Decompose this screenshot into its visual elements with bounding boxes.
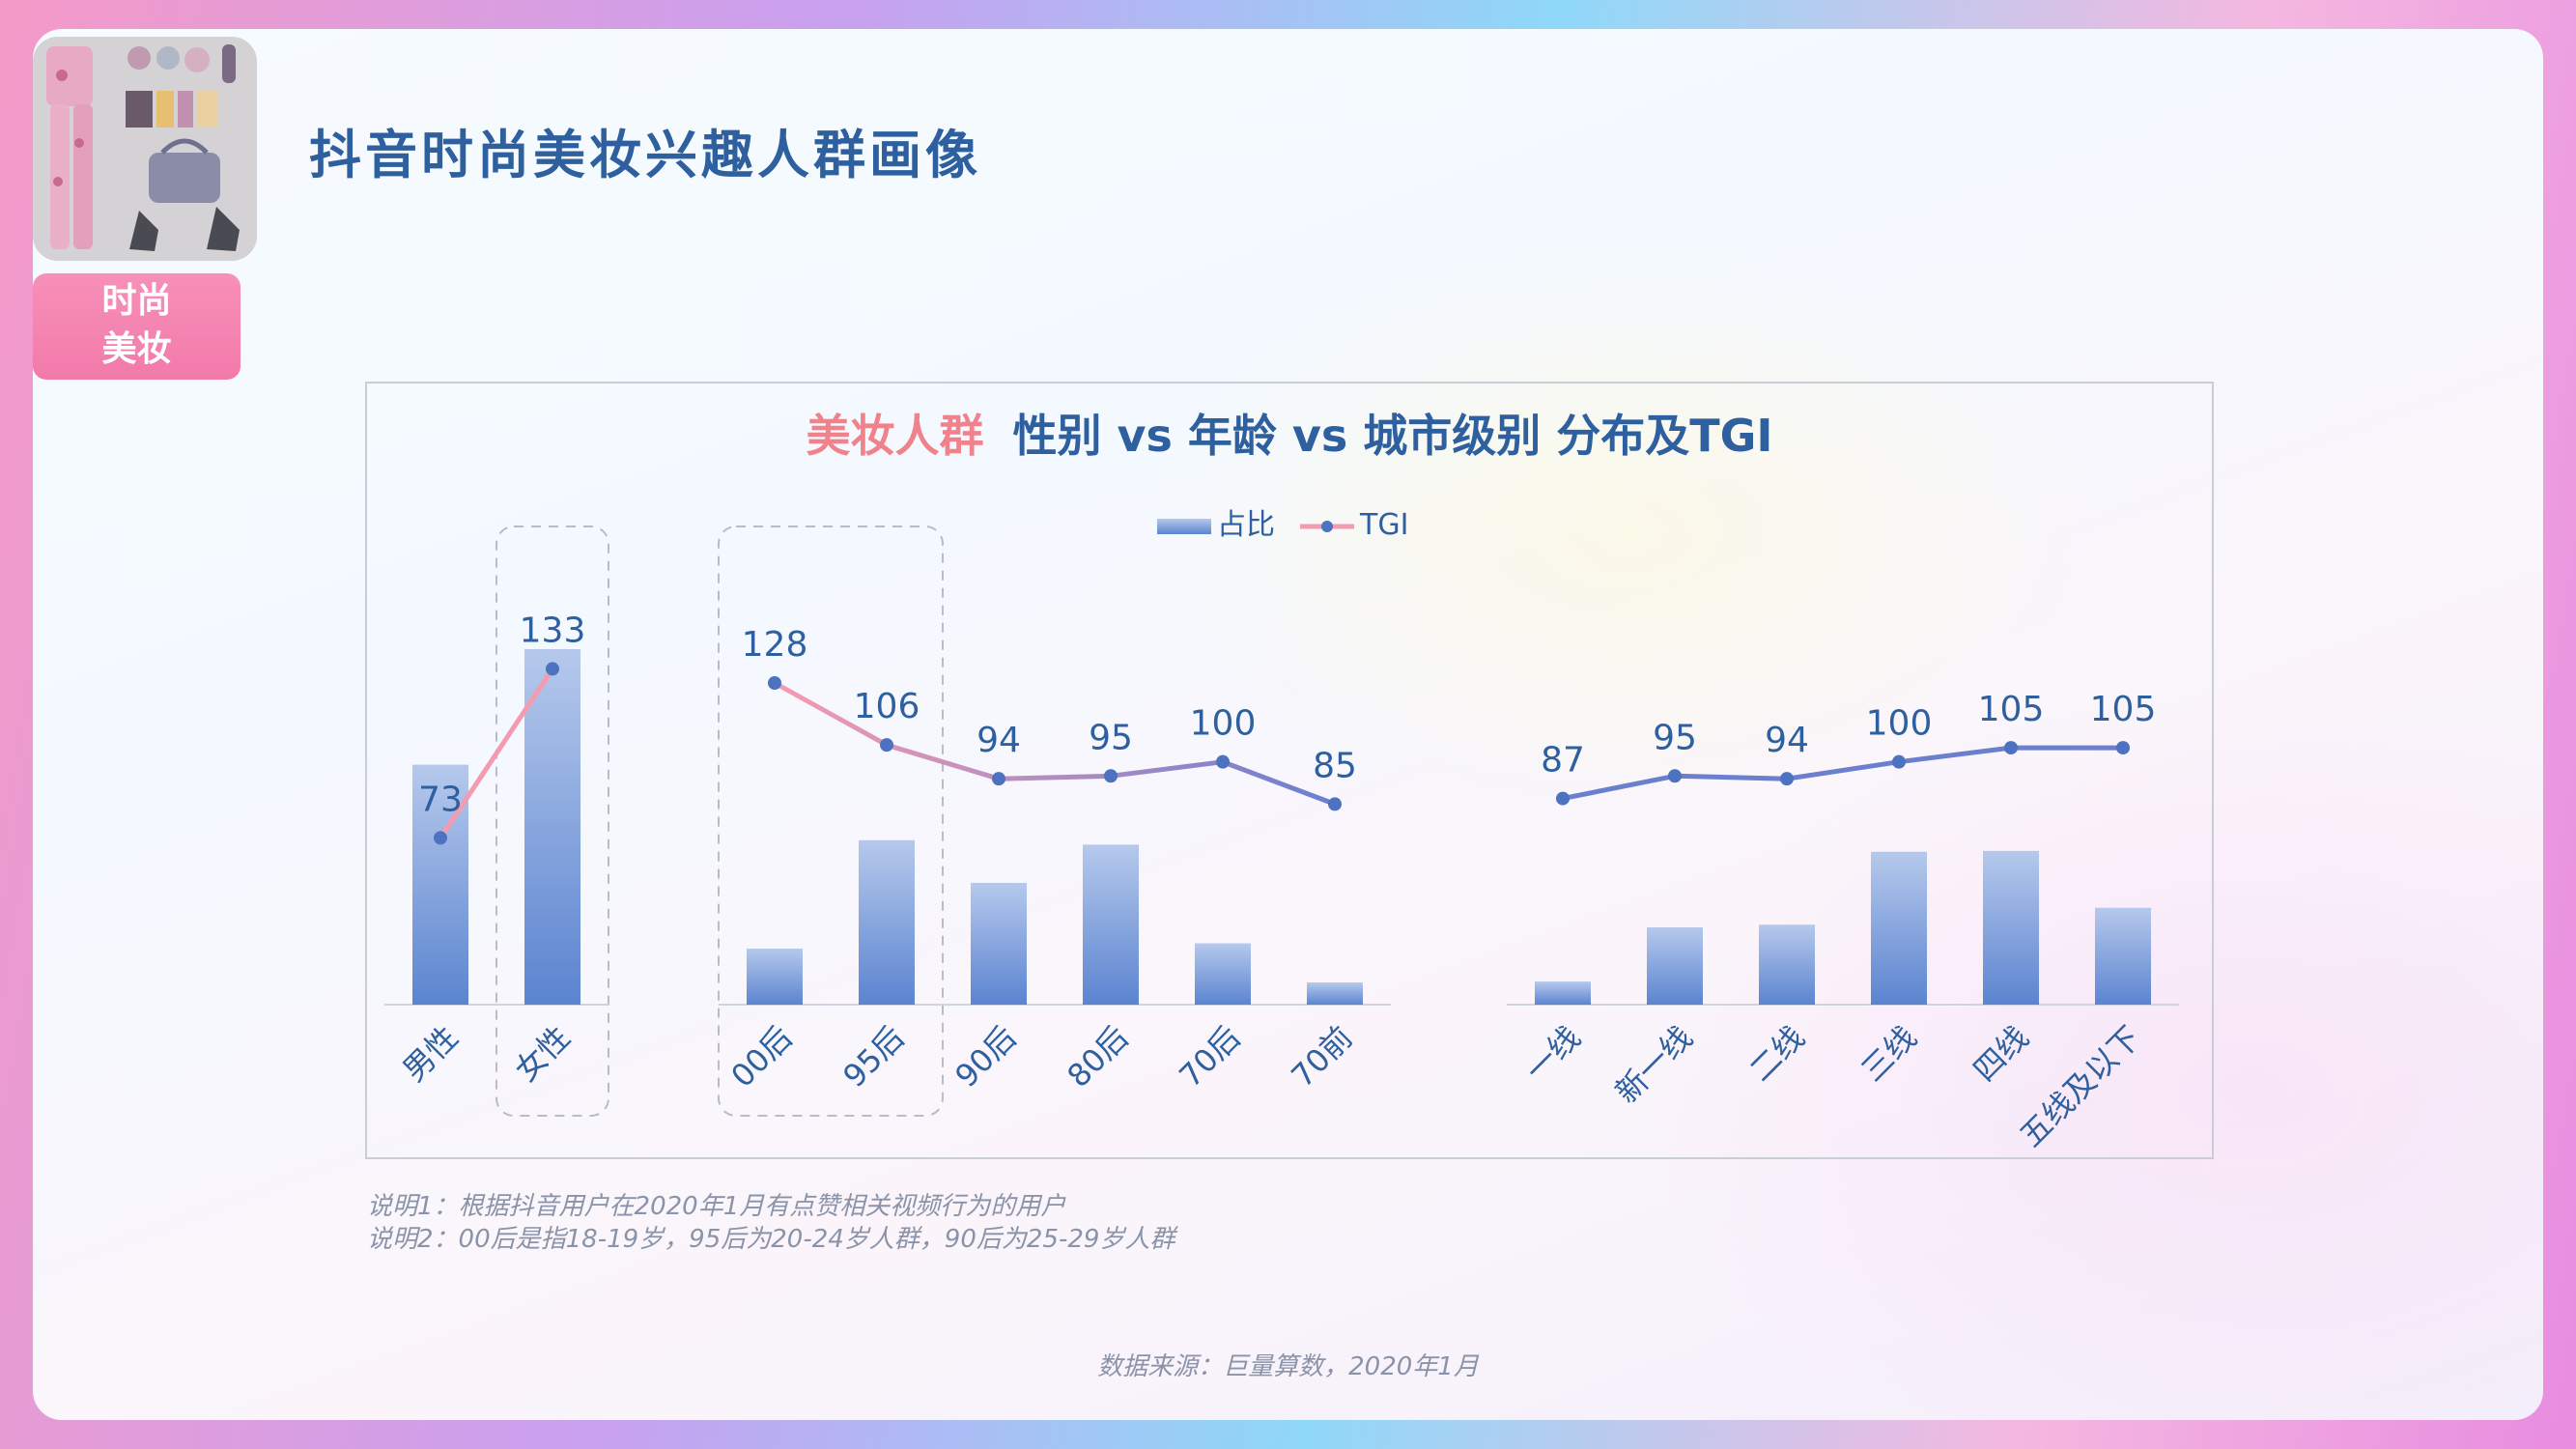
- bar-五线及以下: [2095, 907, 2151, 1005]
- tgi-label-男性: 73: [418, 780, 463, 819]
- tgi-label-70前: 85: [1313, 746, 1357, 785]
- tgi-point-五线及以下: [2116, 741, 2130, 755]
- tgi-point-女性: [546, 662, 559, 676]
- bar-四线: [1983, 850, 2039, 1005]
- bar-95后: [859, 839, 915, 1005]
- tgi-point-70后: [1216, 754, 1230, 769]
- tick-label-一线: 一线: [1518, 1019, 1588, 1089]
- tick-label-女性: 女性: [508, 1019, 578, 1089]
- tgi-point-男性: [434, 831, 447, 845]
- tgi-label-女性: 133: [520, 611, 586, 650]
- tgi-label-三线: 100: [1866, 704, 1933, 744]
- bar-男性: [412, 764, 468, 1005]
- tick-label-00后: 00后: [723, 1019, 799, 1094]
- tgi-point-二线: [1780, 772, 1794, 786]
- tgi-label-00后: 128: [742, 625, 808, 665]
- tgi-label-80后: 95: [1089, 718, 1133, 757]
- badge-line-1: 时尚: [101, 281, 172, 321]
- tgi-label-新一线: 95: [1653, 718, 1697, 757]
- tick-label-80后: 80后: [1060, 1019, 1135, 1094]
- bar-一线: [1535, 981, 1591, 1005]
- tgi-point-四线: [2004, 741, 2018, 755]
- slide-frame: [33, 29, 2543, 1420]
- tgi-point-90后: [992, 772, 1005, 786]
- tgi-label-五线及以下: 105: [2090, 690, 2157, 729]
- tgi-point-80后: [1104, 769, 1118, 783]
- tgi-label-四线: 105: [1978, 690, 2045, 729]
- data-source: 数据来源：巨量算数，2020年1月: [1097, 1352, 1479, 1381]
- tick-label-70前: 70前: [1284, 1019, 1359, 1094]
- bar-00后: [747, 949, 803, 1005]
- category-badge: 时尚 美妆: [33, 273, 241, 380]
- tgi-label-90后: 94: [977, 721, 1021, 760]
- tick-label-二线: 二线: [1742, 1019, 1812, 1089]
- tick-label-70后: 70后: [1172, 1019, 1247, 1094]
- page-title: 抖音时尚美妆兴趣人群画像: [309, 125, 981, 185]
- tgi-label-95后: 106: [854, 687, 920, 726]
- bar-70后: [1195, 943, 1251, 1005]
- tgi-line-age: [773, 680, 1336, 807]
- chart-title: 美妆人群 性别 vs 年龄 vs 城市级别 分布及TGI: [806, 410, 1772, 462]
- legend-line-marker: [1321, 521, 1333, 532]
- tick-label-90后: 90后: [948, 1019, 1023, 1094]
- tick-label-新一线: 新一线: [1608, 1019, 1700, 1111]
- tgi-point-新一线: [1668, 769, 1682, 783]
- bar-三线: [1871, 851, 1927, 1005]
- highlight-box-2: [718, 526, 944, 1117]
- fashion-thumbnail: [33, 37, 257, 261]
- note-1: 说明1：根据抖音用户在2020年1月有点赞相关视频行为的用户: [367, 1192, 1066, 1221]
- note-2: 说明2：00后是指18-19岁，95后为20-24岁人群，90后为25-29岁人…: [367, 1225, 1175, 1254]
- tgi-point-三线: [1892, 754, 1906, 769]
- chart-svg: 美妆人群 性别 vs 年龄 vs 城市级别 分布及TGI 占比 TGI 73 13…: [384, 410, 2179, 1154]
- legend-bar-swatch: [1157, 519, 1211, 534]
- legend: 占比 TGI: [1157, 508, 1408, 542]
- tgi-line-gender: [438, 668, 555, 839]
- bar-90后: [971, 882, 1027, 1005]
- tgi-point-00后: [768, 676, 781, 690]
- legend-line-label: TGI: [1359, 508, 1408, 542]
- tick-label-五线及以下: 五线及以下: [2013, 1019, 2148, 1154]
- bar-新一线: [1647, 926, 1703, 1005]
- chart-title-highlight: 美妆人群: [806, 410, 983, 462]
- bar-80后: [1083, 844, 1139, 1005]
- tick-label-男性: 男性: [396, 1019, 466, 1089]
- highlight-box-1: [495, 526, 609, 1117]
- tgi-label-二线: 94: [1765, 721, 1809, 760]
- bar-70前: [1307, 982, 1363, 1005]
- tgi-line-city: [1562, 745, 2123, 802]
- tgi-point-70前: [1328, 797, 1342, 811]
- tgi-label-一线: 87: [1541, 741, 1585, 781]
- tick-label-四线: 四线: [1967, 1019, 2036, 1089]
- tgi-label-70后: 100: [1190, 704, 1257, 744]
- badge-line-2: 美妆: [101, 329, 172, 369]
- tick-label-三线: 三线: [1854, 1019, 1924, 1089]
- plot-area: 73 133 128 106 94 95 100 85 87 95 94 100 105 105 男性 女性 0…: [384, 526, 2179, 1154]
- legend-bar-label: 占比: [1217, 508, 1275, 542]
- tgi-point-95后: [880, 738, 893, 753]
- bar-二线: [1759, 924, 1815, 1005]
- bar-女性: [524, 649, 580, 1005]
- fashion-collage-icon: [33, 37, 257, 261]
- chart-container: 美妆人群 性别 vs 年龄 vs 城市级别 分布及TGI 占比 TGI 73 13…: [365, 382, 2214, 1159]
- tick-label-95后: 95后: [835, 1019, 911, 1094]
- chart-title-rest: 性别 vs 年龄 vs 城市级别 分布及TGI: [1012, 410, 1772, 462]
- tgi-point-一线: [1556, 791, 1570, 806]
